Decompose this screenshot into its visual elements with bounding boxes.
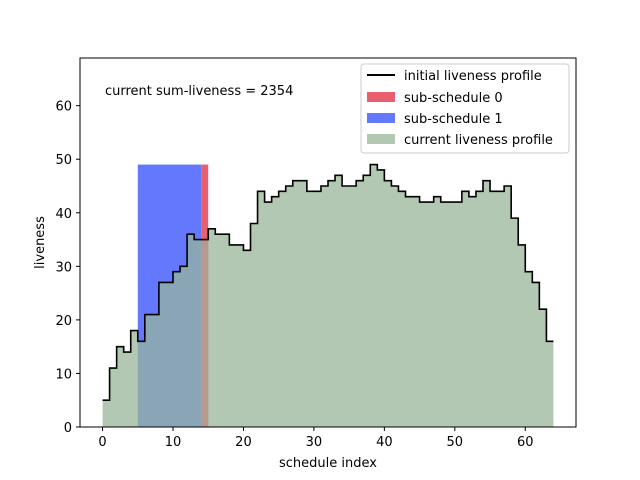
y-tick-label: 40 (55, 207, 72, 222)
y-axis: 0 10 20 30 40 50 60 (55, 100, 80, 436)
x-tick-label: 50 (447, 435, 464, 450)
legend-label-initial: initial liveness profile (404, 69, 542, 84)
legend-box (360, 63, 570, 154)
x-axis-label: schedule index (279, 456, 377, 471)
x-tick-label: 30 (306, 435, 323, 450)
legend-label-current: current liveness profile (404, 133, 553, 148)
y-tick-label: 10 (55, 367, 72, 382)
legend-swatch-sub1 (367, 113, 395, 123)
x-tick-label: 20 (235, 435, 252, 450)
y-tick-label: 30 (55, 260, 72, 275)
y-tick-label: 60 (55, 100, 72, 115)
axes-frame (79, 57, 577, 428)
x-tick-label: 10 (165, 435, 182, 450)
legend-label-sub1: sub-schedule 1 (404, 112, 503, 127)
legend-label-sub0: sub-schedule 0 (404, 91, 503, 106)
overlap-sub0 (201, 239, 209, 427)
plot-area (102, 163, 554, 427)
legend: initial liveness profile sub-schedule 0 … (360, 63, 570, 154)
x-tick-label: 0 (98, 435, 106, 450)
x-tick-label: 40 (376, 435, 393, 450)
x-tick-label: 60 (517, 435, 534, 450)
y-tick-label: 50 (55, 153, 72, 168)
legend-swatch-sub0 (367, 92, 395, 102)
y-tick-label: 20 (55, 314, 72, 329)
y-axis-label: liveness (33, 216, 48, 269)
legend-swatch-current (367, 134, 395, 144)
initial-liveness-line (102, 163, 554, 402)
sum-liveness-annotation: current sum-liveness = 2354 (105, 84, 293, 99)
y-tick-label: 0 (64, 421, 72, 436)
overlap-area (137, 234, 209, 427)
x-axis: 0 10 20 30 40 50 60 (98, 427, 534, 450)
